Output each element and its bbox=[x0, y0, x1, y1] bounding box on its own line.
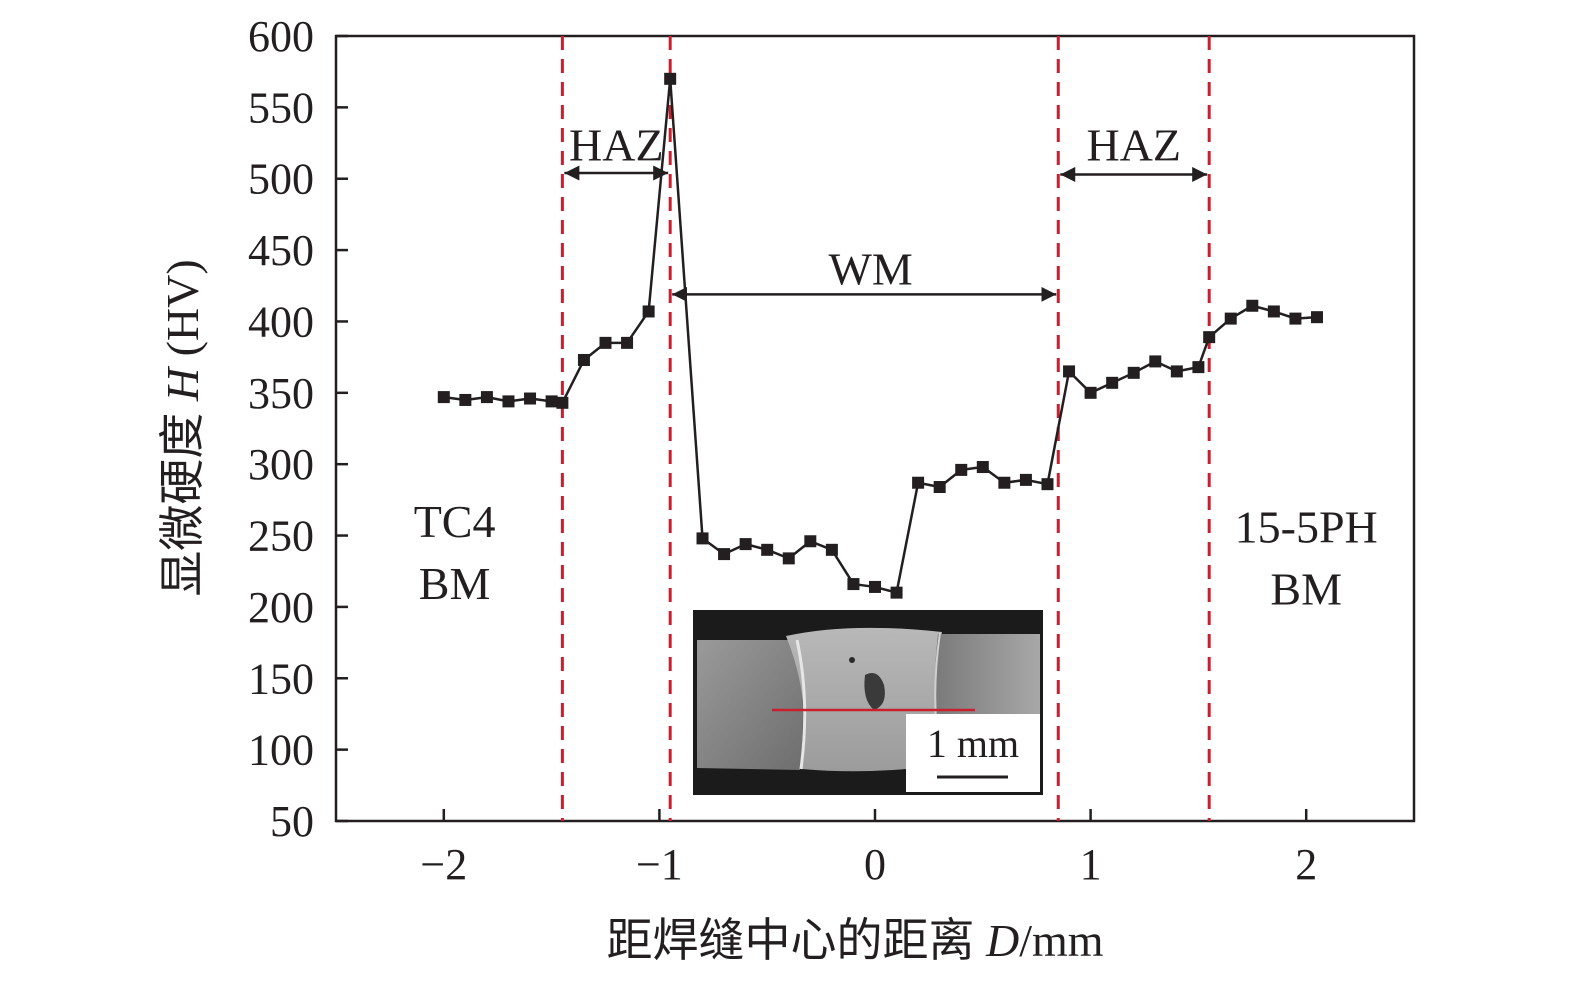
data-point-marker bbox=[955, 463, 968, 476]
x-tick-label: 2 bbox=[1295, 840, 1317, 889]
data-point-marker bbox=[1289, 312, 1302, 325]
y-tick-label: 550 bbox=[248, 83, 314, 132]
y-axis-title: 显微硬度 H (HV) bbox=[157, 259, 208, 596]
weld-cross-section-inset: 1 mm bbox=[693, 610, 1043, 795]
x-axis: −2 −1 0 1 2 bbox=[420, 809, 1317, 889]
data-point-marker bbox=[869, 580, 881, 593]
data-point-marker bbox=[664, 72, 677, 85]
y-tick-label: 400 bbox=[248, 297, 314, 346]
data-point-marker bbox=[696, 532, 709, 545]
data-point-marker bbox=[1127, 366, 1140, 379]
data-point-marker bbox=[933, 481, 946, 494]
y-tick-label: 150 bbox=[248, 654, 314, 703]
data-point-marker bbox=[545, 395, 558, 408]
zone-label: HAZ bbox=[569, 119, 664, 170]
data-point-marker bbox=[739, 538, 752, 551]
data-point-marker bbox=[1106, 376, 1119, 389]
data-point-marker bbox=[998, 476, 1011, 489]
y-tick-label: 500 bbox=[248, 155, 314, 204]
data-point-marker bbox=[524, 392, 537, 405]
y-tick-label: 200 bbox=[248, 583, 314, 632]
data-point-marker bbox=[437, 391, 450, 404]
region-labels: TC4 BM 15-5PH BM bbox=[414, 496, 1378, 615]
inset-scale-box bbox=[906, 714, 1040, 792]
zone-annotations: HAZ WM HAZ bbox=[564, 119, 1208, 302]
data-point-marker bbox=[1224, 312, 1237, 325]
zone-label: HAZ bbox=[1086, 119, 1181, 170]
data-point-marker bbox=[459, 393, 472, 406]
x-axis-title: 距焊缝中心的距离 D/mm bbox=[606, 915, 1103, 966]
data-point-marker bbox=[599, 336, 612, 349]
x-tick-label: −1 bbox=[636, 840, 683, 889]
zone-label: WM bbox=[829, 244, 913, 295]
y-axis: 50 100 150 200 250 300 350 400 450 500 550 600 bbox=[248, 12, 348, 846]
y-tick-label: 250 bbox=[248, 512, 314, 561]
data-point-marker bbox=[621, 336, 634, 349]
data-point-marker bbox=[1267, 305, 1280, 318]
data-point-marker bbox=[1149, 355, 1162, 368]
data-point-marker bbox=[1310, 311, 1323, 324]
data-point-marker bbox=[718, 548, 731, 561]
data-point-marker bbox=[761, 543, 774, 556]
data-point-marker bbox=[804, 535, 817, 548]
data-point-marker bbox=[1084, 386, 1097, 399]
data-point-marker bbox=[642, 305, 655, 318]
x-tick-label: −2 bbox=[420, 840, 467, 889]
data-point-marker bbox=[1203, 331, 1216, 344]
data-point-marker bbox=[480, 391, 493, 404]
data-point-marker bbox=[556, 396, 569, 409]
y-tick-label: 100 bbox=[248, 726, 314, 775]
data-point-marker bbox=[1170, 365, 1183, 378]
data-point-marker bbox=[1246, 299, 1259, 312]
data-point-marker bbox=[502, 395, 515, 408]
data-point-marker bbox=[782, 552, 795, 565]
inset-pore bbox=[849, 657, 855, 663]
inset-left-plate bbox=[697, 640, 804, 770]
y-tick-label: 600 bbox=[248, 12, 314, 61]
inset-scale-label: 1 mm bbox=[927, 721, 1019, 766]
y-tick-label: 350 bbox=[248, 369, 314, 418]
inset-porosity bbox=[864, 672, 885, 710]
inset-weld-metal bbox=[786, 627, 942, 772]
data-point-marker bbox=[1192, 361, 1205, 374]
data-point-marker bbox=[1041, 478, 1054, 491]
y-tick-label: 450 bbox=[248, 226, 314, 275]
x-tick-label: 1 bbox=[1080, 840, 1102, 889]
hardness-series bbox=[437, 72, 1323, 599]
data-point-marker bbox=[890, 586, 903, 599]
data-point-marker bbox=[577, 353, 590, 366]
y-tick-label: 300 bbox=[248, 440, 314, 489]
region-label: 15-5PH BM bbox=[1235, 502, 1378, 615]
data-point-marker bbox=[825, 543, 838, 556]
data-point-marker bbox=[976, 461, 989, 474]
data-point-marker bbox=[1063, 365, 1076, 378]
data-point-marker bbox=[1019, 473, 1032, 486]
data-point-marker bbox=[847, 578, 860, 591]
region-label: TC4 BM bbox=[414, 496, 496, 609]
data-point-marker bbox=[912, 476, 925, 489]
x-tick-label: 0 bbox=[864, 840, 886, 889]
inset-fusion-line-left bbox=[795, 639, 807, 770]
y-tick-label: 50 bbox=[270, 797, 314, 846]
